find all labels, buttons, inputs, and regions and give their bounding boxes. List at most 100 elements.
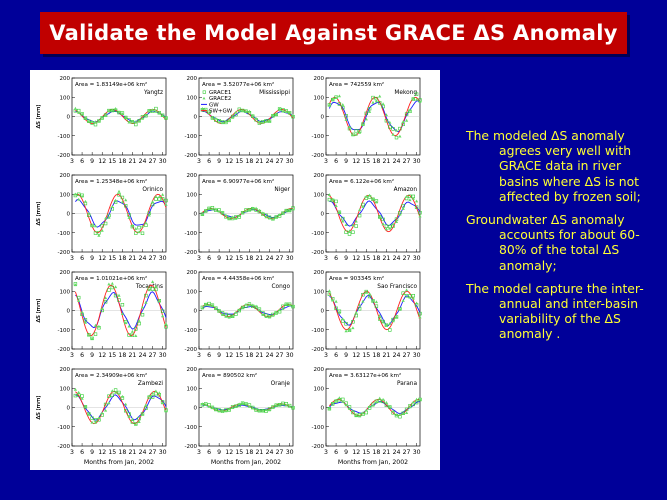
x-tick-label: 12 [352,449,360,456]
x-tick-label: 21 [255,352,263,359]
x-tick-label: 24 [139,255,147,262]
x-tick-label: 6 [207,158,211,165]
grace2-point [114,107,118,110]
grace2-point [364,194,368,198]
grace2-point [327,406,331,410]
x-tick-label: 12 [98,352,106,359]
grace2-point [378,215,382,219]
grace2-point [257,408,261,412]
grace1-point [334,199,338,204]
grace1-point [344,322,348,326]
area-label: Area = 890502 km² [202,372,257,379]
grace1-point [408,194,412,199]
x-tick-label: 3 [324,449,328,456]
x-tick-label: 9 [90,449,94,456]
grace2-point [110,205,114,208]
grace2-point [134,334,138,337]
x-tick-label: 18 [118,158,126,165]
x-tick-label: 21 [255,449,263,456]
grace2-point [254,206,258,210]
grace2-point [371,197,375,200]
x-tick-label: 9 [90,352,94,359]
grace2-point [408,108,412,112]
grace2-point [77,111,81,114]
grace2-point [114,285,118,289]
grace2-point [87,119,91,123]
x-tick-label: 27 [149,255,157,262]
grace2-point [291,304,295,308]
grace2-point [334,398,338,402]
grace2-point [231,215,235,219]
x-tick-label: 18 [118,255,126,262]
grace1-point [107,288,111,292]
grace1-point [371,95,375,100]
grace2-point [214,116,218,120]
y-axis-label: ΔS (mm) [36,201,42,225]
grace2-point [137,119,141,123]
x-tick-label: 12 [98,255,106,262]
x-tick-label: 9 [217,158,221,165]
grace2-point [93,420,98,424]
grace2-point [134,120,138,123]
grace1-point [354,224,358,228]
x-tick-label: 9 [217,352,221,359]
x-tick-label: 30 [159,449,167,456]
y-tick-label: -200 [58,153,71,159]
grace2-point [124,198,128,202]
grace2-point [394,315,399,319]
y-tick-label: 200 [60,270,71,276]
grace1-point [100,224,104,228]
x-tick-label: 6 [334,255,338,262]
y-tick-label: -100 [58,231,71,237]
grace2-point [100,228,104,232]
grace2-point [344,118,348,121]
y-tick-label: 100 [187,386,198,392]
grace2-point [291,207,295,211]
y-tick-label: -100 [58,425,71,431]
grace1-point [103,221,108,226]
grace2-point [418,315,422,319]
x-tick-label: 12 [225,352,233,359]
grace2-point [257,208,261,212]
basin-label: Oranje [271,381,291,387]
legend-swatch-grace2 [202,96,206,100]
grace2-point [408,198,412,202]
grace2-point [207,206,211,210]
grace2-point [378,396,382,400]
bullet-item: Groundwater ΔS anomaly accounts for abou… [466,212,640,273]
grace2-point [151,391,155,395]
grace2-point [130,119,134,123]
x-tick-label: 18 [372,158,380,165]
y-tick-label: -200 [185,347,198,353]
x-tick-label: 24 [266,255,274,262]
grace2-point [93,120,98,123]
grace2-point [288,208,292,212]
x-tick-label: 21 [382,255,390,262]
grace1-point [384,403,389,407]
grace2-point [83,199,87,203]
grace2-point [267,315,272,319]
y-tick-label: 200 [314,173,325,179]
x-tick-label: 15 [235,158,243,165]
grace2-point [334,299,338,303]
grace1-point [374,304,379,308]
grace2-point [361,205,365,208]
grace2-point [214,306,218,310]
y-tick-label: 0 [67,406,71,412]
grace2-point [254,304,258,308]
x-tick-label: 9 [344,352,348,359]
grace2-point [418,397,422,401]
y-tick-label: 100 [314,386,325,392]
grace1-point [357,213,362,218]
basin-label: Yangtz [143,90,163,96]
grace2-point [154,109,158,113]
grace2-point [288,303,292,307]
y-axis-label: ΔS (mm) [36,395,42,419]
grace2-point [411,296,415,300]
grace2-point [104,408,108,412]
basin-label: Amazon [394,187,418,193]
grace2-point [237,109,241,113]
grace2-point [394,220,399,223]
grace2-point [244,109,248,113]
grace2-point [371,100,375,104]
